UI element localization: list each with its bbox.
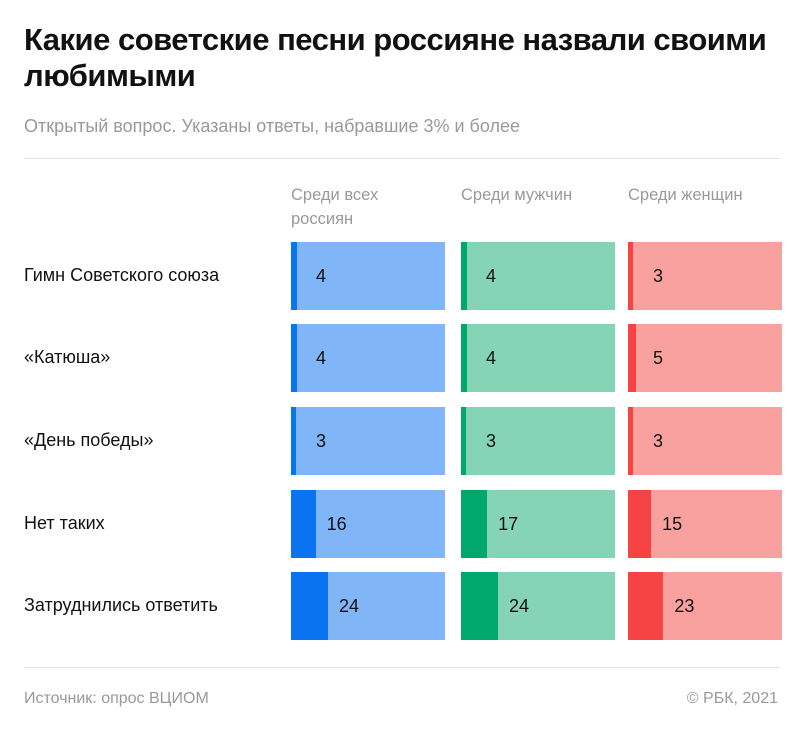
bar-fill [461,242,468,310]
bar-fill [291,490,316,558]
bar-fill [461,407,466,475]
chart-title: Какие советские песни россияне назвали с… [24,22,767,93]
bar-track: 24 [461,572,615,640]
copyright: © РБК, 2021 [686,690,778,707]
data-label: 23 [674,596,695,616]
bar-fill [628,572,664,640]
data-label: 4 [486,348,497,368]
column-header: Среди всех россиян [291,186,379,228]
bar-fill [461,572,498,640]
bar-fill [628,490,652,558]
category-label: Гимн Советского союза [24,265,220,285]
category-label: Нет таких [24,513,105,533]
chart-subtitle: Открытый вопрос. Указаны ответы, набравш… [24,116,520,136]
bar-track: 17 [461,490,615,558]
column-header: Среди мужчин [461,186,573,204]
data-label: 5 [653,348,664,368]
bar-track: 4 [291,324,445,392]
data-label: 4 [316,348,327,368]
column-header: Среди женщин [628,186,743,204]
source-note: Источник: опрос ВЦИОМ [24,690,209,707]
divider [24,158,780,159]
divider [24,667,780,668]
data-label: 4 [316,266,327,286]
bar-track: 23 [628,572,782,640]
data-label: 3 [486,431,497,451]
bar-fill [461,490,488,558]
data-label: 15 [662,514,683,534]
data-label: 4 [486,266,497,286]
bar-fill [291,407,296,475]
bar-track: 16 [291,490,445,558]
bar-fill [291,324,298,392]
bar-track: 24 [291,572,445,640]
bar-track: 3 [291,407,445,475]
category-label: «Катюша» [24,347,111,367]
bar-track: 4 [461,324,615,392]
bar-fill [628,407,633,475]
data-label: 3 [653,431,664,451]
bar-fill [628,324,636,392]
bar-track: 5 [628,324,782,392]
bar-track: 3 [628,407,782,475]
bar-track: 15 [628,490,782,558]
data-label: 3 [316,431,327,451]
category-label: «День победы» [24,430,154,450]
bar-fill [628,242,633,310]
data-label: 16 [326,514,347,534]
bar-track: 3 [461,407,615,475]
bar-fill [291,572,328,640]
bar-track: 4 [461,242,615,310]
data-label: 24 [508,596,529,616]
bar-fill [461,324,468,392]
bar-track: 4 [291,242,445,310]
category-label: Затруднились ответить [24,595,218,615]
bar-track: 3 [628,242,782,310]
data-label: 3 [653,266,664,286]
bar-fill [291,242,298,310]
data-label: 24 [338,596,359,616]
data-label: 17 [498,514,519,534]
